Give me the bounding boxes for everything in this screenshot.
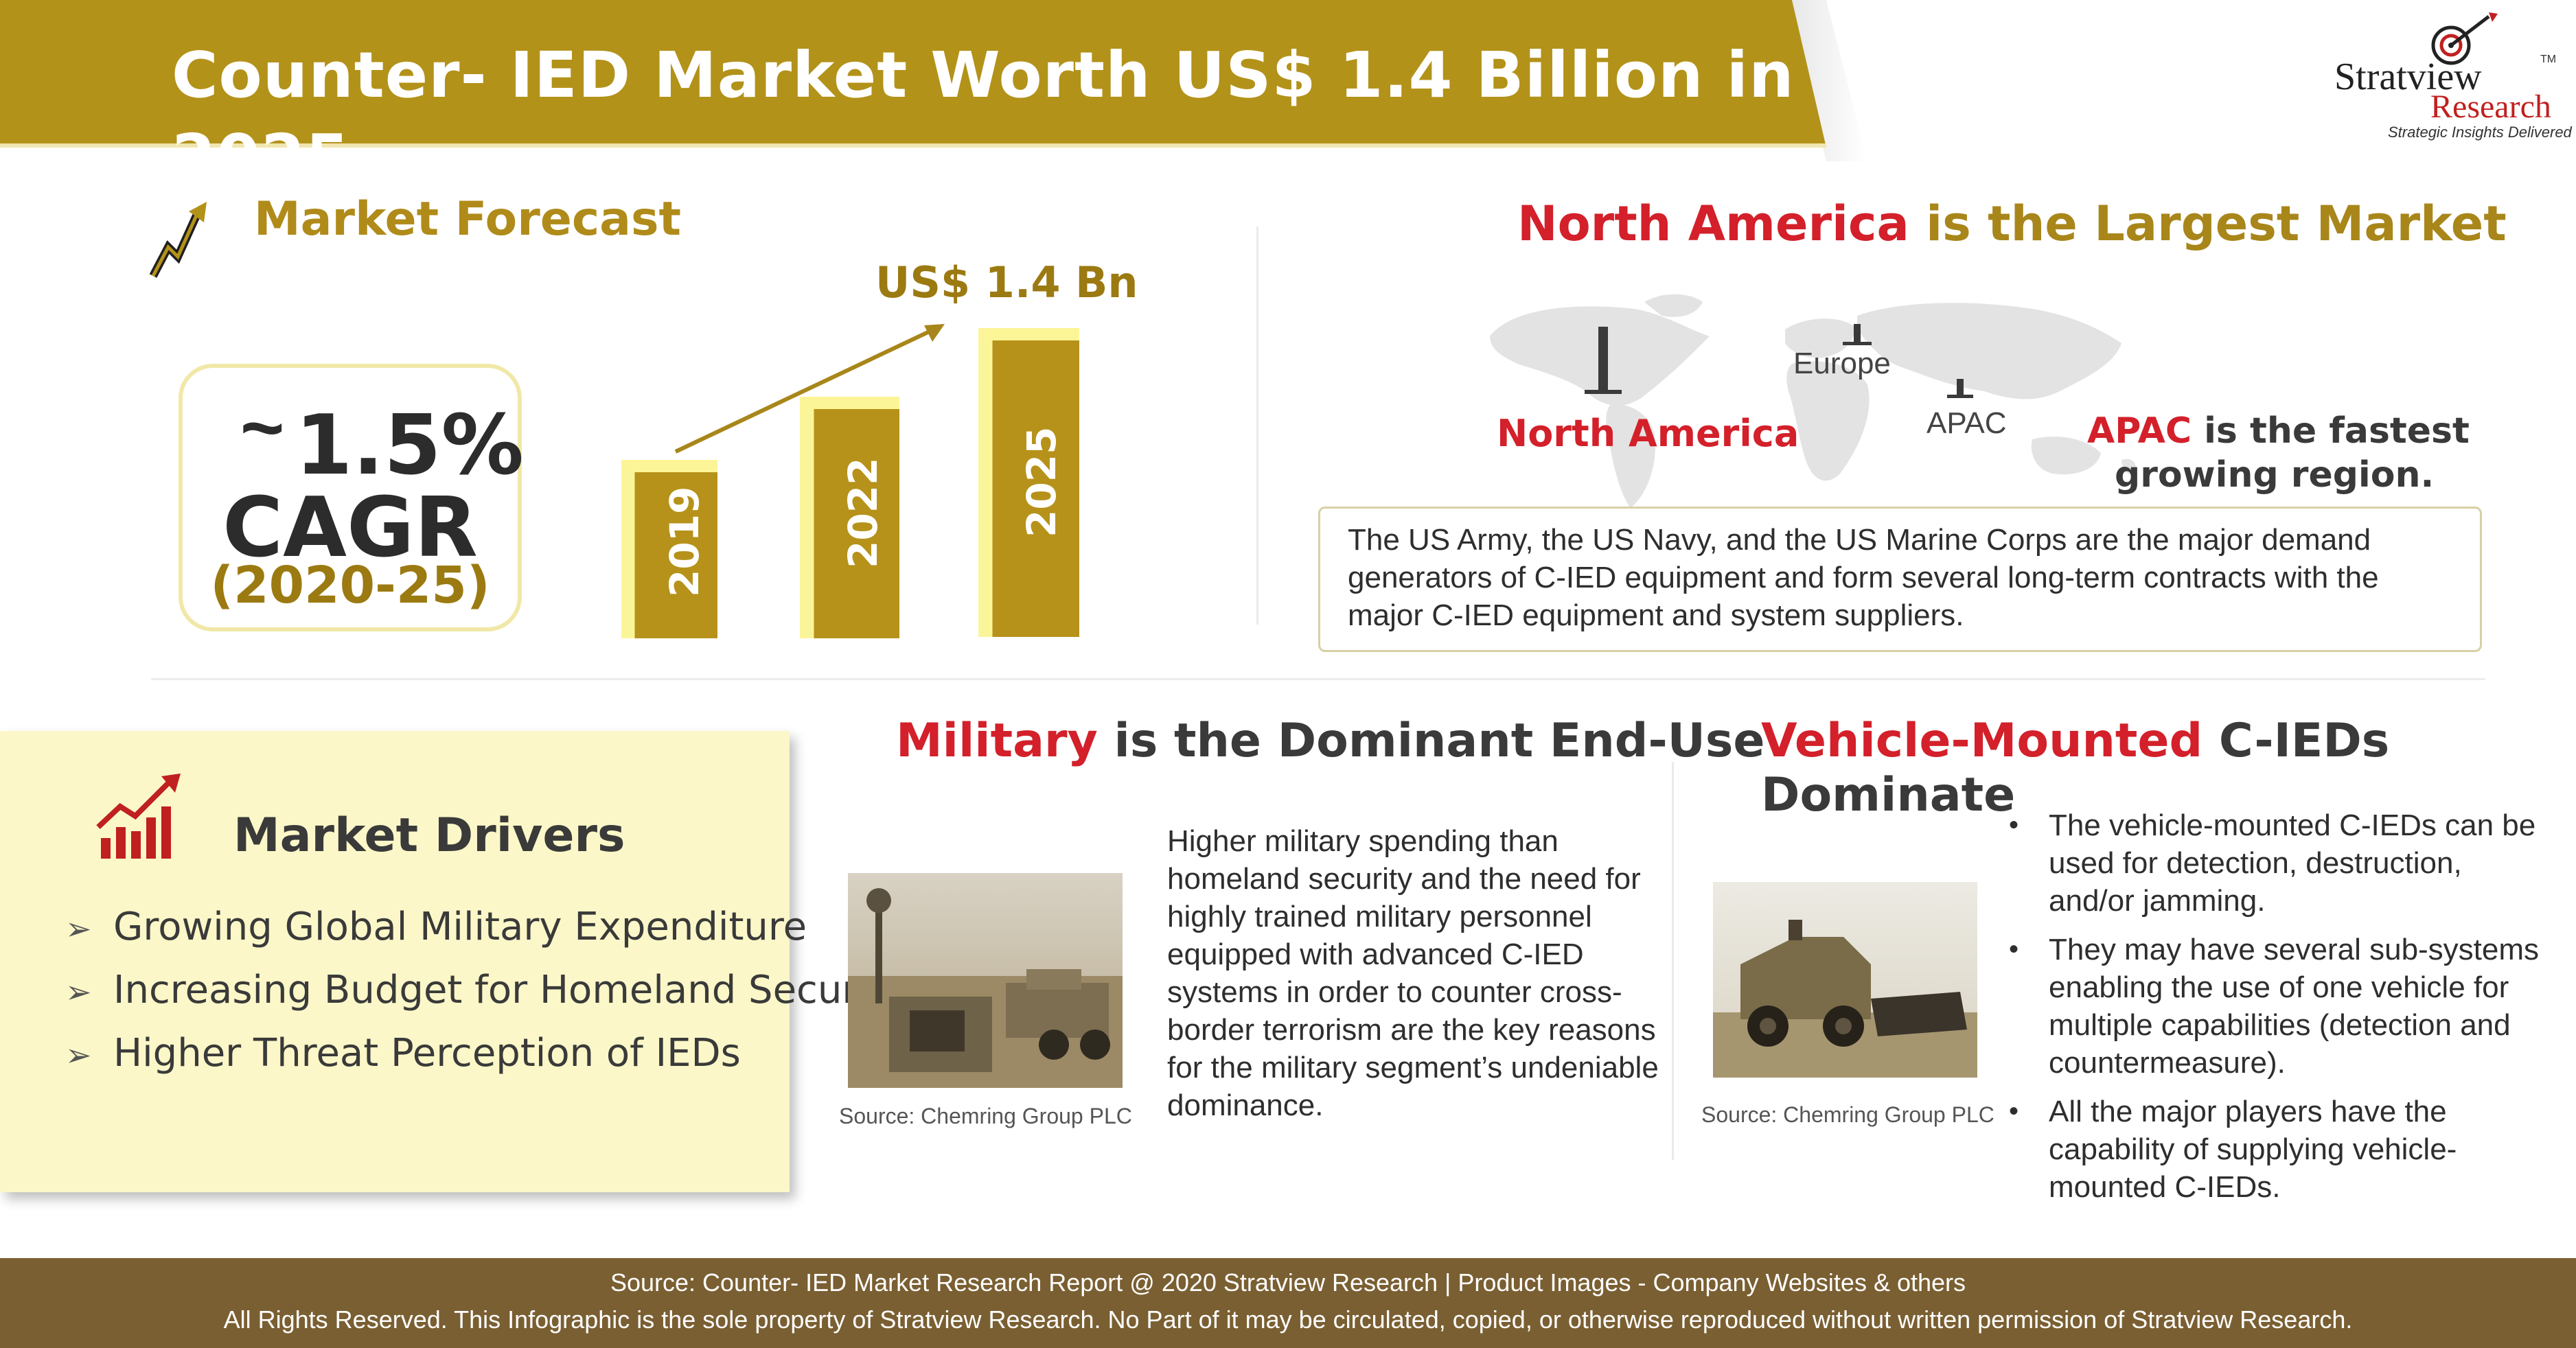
vehicle-photo [1713,882,1977,1078]
logo-wordmark-stratview: Stratview [2334,56,2482,98]
map-label-europe: Europe [1793,347,1891,380]
list-item: • The vehicle-mounted C-IEDs can be used … [2005,806,2554,920]
map-label-north-america: North America [1497,412,1799,455]
bar-year-label: 2022 [840,457,886,568]
bar-chart-growth-icon [96,774,181,859]
driver-item: ➢ Growing Global Military Expenditure [65,905,807,949]
footer-copyright: All Rights Reserved. This Infographic is… [223,1305,2353,1334]
apac-marker-icon [1947,379,1973,398]
market-forecast-title: Market Forecast [254,192,682,246]
forecast-value-label: US$ 1.4 Bn [875,257,1138,307]
footer-source: Source: Counter- IED Market Research Rep… [610,1268,1966,1297]
vehicle-bullet-list: • The vehicle-mounted C-IEDs can be used … [2005,806,2554,1217]
divider [1256,226,1258,625]
driver-item: ➢ Increasing Budget for Homeland Security [65,968,906,1012]
map-label-apac: APAC [1927,406,2007,440]
list-item: • They may have several sub-systems enabl… [2005,931,2554,1082]
vehicle-photo-source: Source: Chemring Group PLC [1701,1102,1994,1127]
header-banner [0,0,1826,148]
trend-arrow-icon [149,202,207,278]
cagr-period: (2020-25) [210,556,490,615]
logo-trademark: TM [2540,54,2557,65]
europe-marker-icon [1843,324,1872,345]
military-equipment-photo [848,873,1123,1088]
cagr-label: CAGR [222,480,478,576]
bullet-icon: • [2009,810,2019,840]
apac-note: APAC is the fastest [2087,410,2470,452]
apac-note-highlight: APAC [2087,410,2192,452]
arrow-bullet-icon: ➢ [65,973,92,1010]
north-america-title: North America is the Largest Market [1517,196,2507,252]
forecast-bar-2019: 2019 [621,460,717,638]
north-america-info-box: The US Army, the US Navy, and the US Mar… [1318,507,2482,652]
market-drivers-title: Market Drivers [233,809,625,863]
logo-tagline: Strategic Insights Delivered [2388,124,2572,141]
cagr-tilde: ~ [240,386,285,470]
bullet-icon: • [2009,1096,2019,1126]
bar-year-label: 2025 [1018,426,1065,537]
vehicle-title-highlight: Vehicle-Mounted [1761,714,2203,768]
divider [151,678,2485,680]
military-title-highlight: Military [896,714,1098,768]
apac-note-line2: growing region. [2115,454,2435,496]
cagr-box [179,364,522,631]
cagr-value: 1.5% [295,398,524,493]
north-america-marker-icon [1585,327,1622,394]
arrow-bullet-icon: ➢ [65,910,92,947]
military-photo-source: Source: Chemring Group PLC [839,1104,1132,1128]
driver-item: ➢ Higher Threat Perception of IEDs [65,1031,741,1076]
footer [0,1258,2576,1348]
military-title-rest: is the Dominant End-Use [1097,714,1765,768]
growth-arrow-icon [674,324,945,454]
bar-year-label: 2019 [661,486,708,597]
north-america-title-rest: is the Largest Market [1909,196,2507,252]
page-title: Counter- IED Market Worth US$ 1.4 Billio… [172,38,1795,194]
divider [1672,762,1674,1160]
apac-note-rest: is the fastest [2192,410,2470,452]
military-title: Military is the Dominant End-Use [896,714,1764,768]
vehicle-title: Vehicle-Mounted C-IEDs Dominate [1761,714,2576,822]
logo-target-icon [2431,12,2498,65]
world-map-icon [1490,294,2137,508]
list-item: • All the major players have the capabili… [2005,1093,2554,1206]
logo-wordmark-research: Research [2430,89,2551,125]
vehicle-title-rest: C-IEDs Dominate [1761,714,2390,822]
bullet-icon: • [2009,934,2019,964]
arrow-bullet-icon: ➢ [65,1036,92,1073]
north-america-title-highlight: North America [1517,196,1909,252]
military-description: Higher military spending than homeland s… [1167,824,1659,1122]
forecast-bar-2025: 2025 [978,328,1079,637]
forecast-bar-2022: 2022 [800,397,899,638]
market-drivers-panel [0,731,790,1192]
